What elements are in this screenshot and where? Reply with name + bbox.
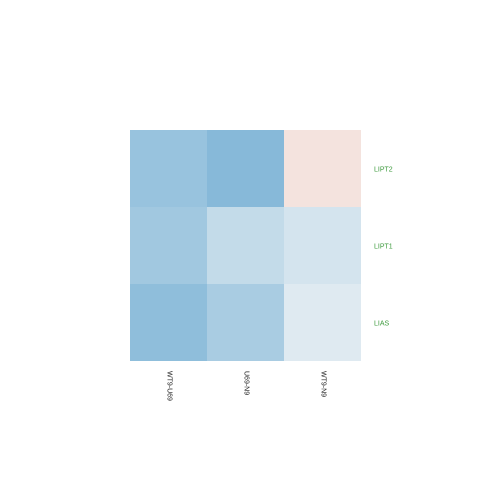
- heatmap-cell: [284, 207, 361, 284]
- row-label: LIPT1: [374, 244, 393, 251]
- heatmap-cell: [207, 130, 284, 207]
- heatmap-cell: [130, 207, 207, 284]
- heatmap-cell: [284, 284, 361, 361]
- row-label: LIPT2: [374, 167, 393, 174]
- heatmap-cell: [130, 284, 207, 361]
- heatmap-cells: [130, 130, 361, 361]
- row-labels: LIPT2 LIPT1 LIAS: [374, 167, 393, 328]
- row-label: LIAS: [374, 321, 390, 328]
- heatmap-cell: [207, 207, 284, 284]
- heatmap-cell: [284, 130, 361, 207]
- column-label: WT9-N9: [320, 371, 327, 397]
- column-label: WT9-U69: [166, 371, 173, 401]
- heatmap-cell: [207, 284, 284, 361]
- column-label: U69-N9: [243, 371, 250, 395]
- heatmap-cell: [130, 130, 207, 207]
- column-labels: WT9-U69 U69-N9 WT9-N9: [166, 371, 327, 401]
